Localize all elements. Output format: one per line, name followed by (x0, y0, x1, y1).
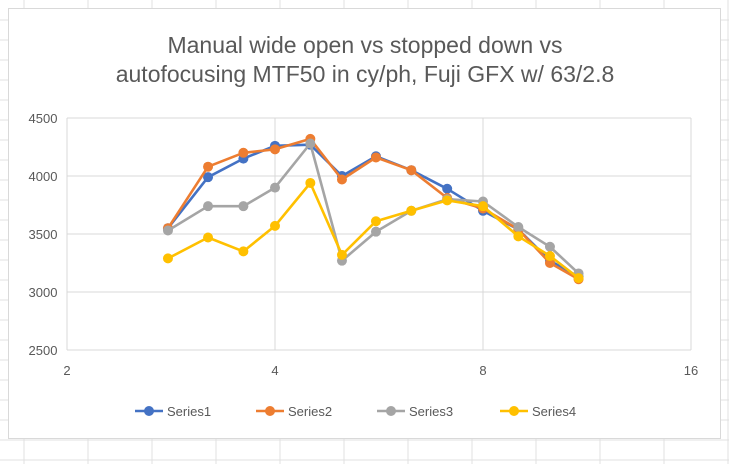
y-tick-label: 4500 (29, 111, 58, 126)
series-3-point (305, 138, 316, 149)
series-2-point (270, 144, 280, 155)
chart-title-line-2: autofocusing MTF50 in cy/ph, Fuji GFX w/… (116, 61, 615, 87)
series-4-point (336, 249, 347, 260)
series-4-point (203, 232, 214, 243)
legend-item-3[interactable]: Series3 (377, 404, 453, 419)
series-4-point (270, 220, 280, 231)
y-tick-label: 3500 (29, 227, 58, 242)
series-3-point (203, 201, 214, 212)
plot-series (162, 133, 584, 285)
series-3-point (513, 222, 524, 233)
legend-swatch-marker (144, 406, 154, 416)
series-4-point (513, 231, 524, 242)
legend-label: Series3 (409, 404, 453, 419)
legend-item-1[interactable]: Series1 (135, 404, 211, 419)
x-tick-label: 8 (479, 363, 486, 378)
series-2-point (238, 147, 249, 158)
y-tick-label: 2500 (29, 343, 58, 358)
series-3-point (544, 241, 555, 252)
x-tick-label: 16 (684, 363, 698, 378)
series-3-point (162, 225, 173, 236)
series-4-point (305, 177, 316, 188)
legend-item-2[interactable]: Series2 (256, 404, 332, 419)
x-tick-label: 4 (271, 363, 278, 378)
x-tick-label: 2 (63, 363, 70, 378)
series-2-point (203, 161, 214, 172)
legend-swatch-marker (265, 406, 275, 416)
series-4-point (573, 273, 584, 284)
series-1-line (166, 143, 580, 279)
series-4-point (544, 251, 555, 262)
y-tick-label: 4000 (29, 169, 58, 184)
legend: Series1 Series2 Series3 Series4 (135, 404, 576, 419)
series-4-point (478, 201, 488, 212)
axis-tick-labels: 2500 3000 3500 4000 4500 2 4 8 16 (29, 111, 699, 378)
series-2-point (370, 152, 381, 163)
legend-label: Series1 (167, 404, 211, 419)
series-2 (162, 133, 584, 285)
series-4-point (162, 253, 173, 264)
series-4-point (442, 195, 453, 206)
series-4-point (406, 205, 417, 216)
y-tick-label: 3000 (29, 285, 58, 300)
legend-label: Series2 (288, 404, 332, 419)
chart-area[interactable]: Manual wide open vs stopped down vs auto… (8, 8, 721, 439)
series-1-point (203, 172, 214, 183)
series-1-point (442, 183, 453, 194)
series-3-line (167, 142, 580, 275)
legend-item-4[interactable]: Series4 (500, 404, 576, 419)
series-2-point (406, 165, 417, 176)
chart-svg: Manual wide open vs stopped down vs auto… (29, 32, 699, 419)
series-3-point (370, 226, 381, 237)
series-2-point (336, 174, 347, 185)
series-4-point (238, 246, 249, 257)
series-4 (162, 177, 584, 284)
chart-title-line-1: Manual wide open vs stopped down vs (167, 32, 562, 58)
legend-swatch-marker (386, 406, 396, 416)
series-3-point (270, 182, 280, 193)
series-3-point (238, 201, 249, 212)
series-4-point (370, 216, 381, 227)
legend-label: Series4 (532, 404, 576, 419)
series-2-point (544, 258, 555, 268)
legend-swatch-marker (509, 406, 519, 416)
